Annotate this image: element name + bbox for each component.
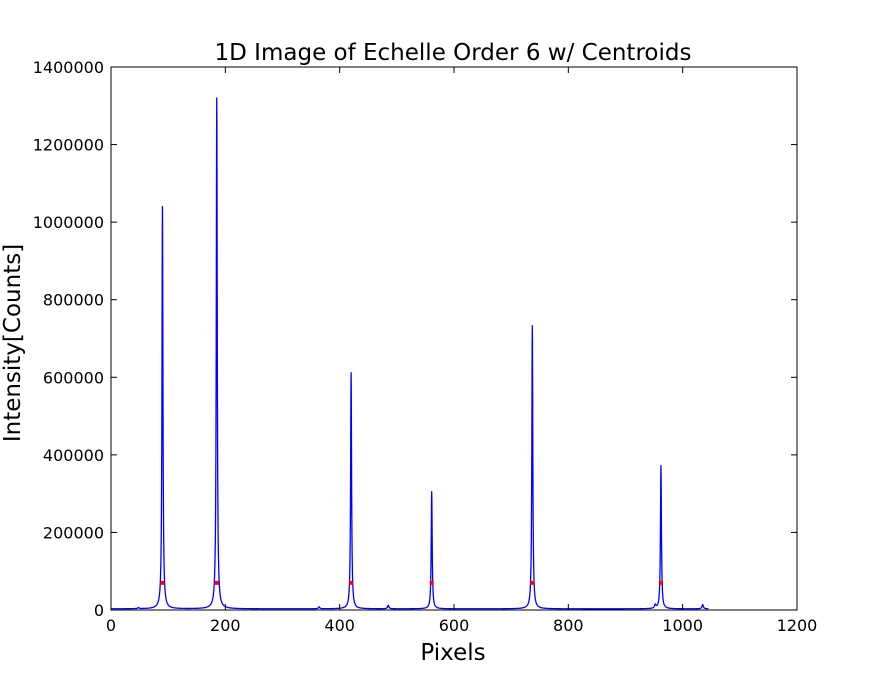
y-tick-label: 400000 xyxy=(43,446,104,465)
y-tick-label: 1000000 xyxy=(33,213,104,232)
y-tick-label: 1400000 xyxy=(33,58,104,77)
y-tick-label: 0 xyxy=(94,601,104,620)
y-tick-label: 1200000 xyxy=(33,136,104,155)
y-tick-label: 200000 xyxy=(43,523,104,542)
chart-title: 1D Image of Echelle Order 6 w/ Centroids xyxy=(215,40,692,66)
x-tick-label: 400 xyxy=(324,616,355,635)
x-tick-label: 200 xyxy=(210,616,241,635)
y-tick-label: 800000 xyxy=(43,291,104,310)
centroid-point xyxy=(160,580,165,585)
x-axis-label: Pixels xyxy=(420,640,485,666)
plot-area: 0 200 400 600 800 1000 1200 0 200000 400000 600000… xyxy=(33,58,818,635)
centroid-point xyxy=(349,580,354,585)
centroid-point xyxy=(429,580,434,585)
x-tick-label: 0 xyxy=(106,616,116,635)
x-tick-label: 1000 xyxy=(662,616,703,635)
spectrum-line xyxy=(110,97,709,610)
x-tick-label: 600 xyxy=(439,616,470,635)
centroid-point xyxy=(214,580,219,585)
centroid-point xyxy=(658,580,663,585)
y-tick-label: 600000 xyxy=(43,368,104,387)
x-tick-label: 1200 xyxy=(777,616,818,635)
y-axis-label: Intensity[Counts] xyxy=(0,244,26,442)
centroid-point xyxy=(530,580,535,585)
x-tick-label: 800 xyxy=(553,616,584,635)
